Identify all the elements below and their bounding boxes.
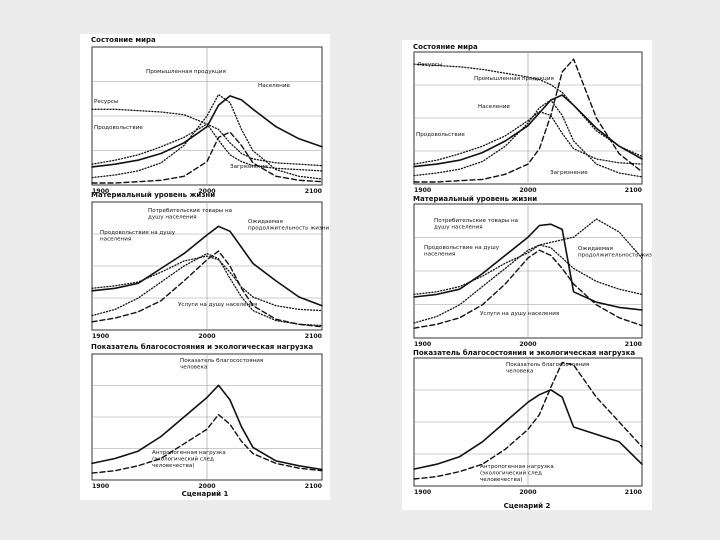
panel-title: Состояние мира — [91, 36, 156, 44]
x-tick-label: 1900 — [414, 187, 432, 194]
series-line — [91, 250, 323, 328]
x-tick-label: 2000 — [519, 341, 537, 348]
curve-label: Промышленная продукция — [474, 76, 554, 82]
x-tick-label: 2000 — [198, 333, 216, 340]
x-tick-label: 1900 — [92, 188, 110, 195]
curve-label: Ожидаемая продолжительность жизни — [578, 246, 652, 258]
series-line — [413, 244, 643, 324]
curve-label: Население — [478, 104, 510, 110]
curve-label: Продовольствие на душу населения — [424, 245, 500, 257]
series-line — [413, 58, 643, 183]
series-line — [413, 94, 643, 168]
x-tick-label: 1900 — [414, 341, 432, 348]
curve-label: Потребительские товары на душу населения — [148, 208, 232, 220]
curve-label: Антропогенная нагрузка (экологический сле… — [152, 450, 226, 469]
x-tick-label: 2000 — [198, 483, 216, 490]
curve-label: Показатель благосостояния человека — [180, 358, 263, 370]
scenario-caption: Сценарий 1 — [182, 490, 229, 498]
x-tick-label: 2100 — [625, 187, 643, 194]
curve-label: Промышленная продукция — [146, 69, 226, 75]
series-line — [91, 123, 323, 167]
x-tick-label: 2000 — [519, 489, 537, 496]
x-tick-label: 1900 — [92, 483, 110, 490]
series-line — [91, 225, 323, 307]
curve-label: Продовольствие — [416, 132, 465, 138]
series-line — [413, 389, 643, 470]
x-tick-label: 2000 — [519, 187, 537, 194]
s1-panel-welfare: Показатель благосостояния и экологическа… — [91, 343, 323, 490]
series-line — [91, 384, 323, 471]
panel-title: Материальный уровень жизни — [413, 195, 537, 203]
curve-label: Показатель благосостояния человека — [506, 362, 589, 374]
x-tick-label: 2100 — [625, 489, 643, 496]
s1-panel-state: Состояние мира 1900 2000 2100 Промышленная п… — [91, 36, 323, 195]
x-tick-label: 2100 — [305, 483, 323, 490]
scenario-1-figure: Состояние мира 1900 2000 2100 Промышленная п… — [91, 36, 330, 498]
series-line — [91, 413, 323, 474]
series-line — [91, 255, 323, 312]
s2-panel-state: Состояние мира 1900 2000 2100 Ресурсы Промышл… — [413, 43, 643, 194]
series-line — [413, 361, 643, 480]
curve-label: Ресурсы — [94, 99, 118, 105]
series-line — [413, 223, 643, 311]
curve-label: Продовольствие на душу населения — [100, 230, 176, 242]
series-line — [91, 252, 323, 327]
curve-label: Антропогенная нагрузка (экологический сле… — [480, 464, 554, 483]
curve-label: Ресурсы — [418, 62, 442, 68]
curve-label: Ожидаемая продолжительность жизни — [248, 219, 330, 231]
curve-label: Загрязнение — [550, 170, 588, 176]
scenario-2-figure: Состояние мира 1900 2000 2100 Ресурсы Промышл… — [413, 43, 652, 510]
series-line — [91, 108, 323, 172]
curve-label: Продовольствие — [94, 125, 143, 131]
series-line — [91, 95, 323, 168]
panel-title: Показатель благосостояния и экологическа… — [91, 343, 313, 351]
x-tick-label: 1900 — [414, 489, 432, 496]
curve-label: Услуги на душу населения — [480, 311, 559, 317]
series-line — [413, 99, 643, 178]
panel-title: Материальный уровень жизни — [91, 191, 215, 199]
scenario-1-sheet: Состояние мира 1900 2000 2100 Промышленная п… — [80, 34, 330, 500]
x-tick-label: 2000 — [198, 188, 216, 195]
series-line — [413, 110, 643, 165]
x-tick-label: 2100 — [305, 188, 323, 195]
scenario-caption: Сценарий 2 — [504, 502, 551, 510]
series-line — [91, 131, 323, 184]
panel-title: Показатель благосостояния и экологическа… — [413, 349, 635, 357]
panel-title: Состояние мира — [413, 43, 478, 51]
scenario-2-sheet: Состояние мира 1900 2000 2100 Ресурсы Промышл… — [402, 40, 652, 510]
curve-label: Население — [258, 83, 290, 89]
curve-label: Услуги на душу населения — [178, 302, 257, 308]
curve-label: Потребительские товары на душу населения — [434, 218, 518, 230]
s2-panel-material: Материальный уровень жизни 1900 2000 2100 По… — [413, 195, 652, 348]
x-tick-label: 1900 — [92, 333, 110, 340]
series-line — [413, 249, 643, 329]
series-line — [91, 93, 323, 180]
curve-label: Загрязнение — [230, 164, 268, 170]
x-tick-label: 2100 — [305, 333, 323, 340]
series-line — [413, 63, 643, 158]
s2-panel-welfare: Показатель благосостояния и экологическа… — [413, 349, 643, 496]
x-tick-label: 2100 — [625, 341, 643, 348]
